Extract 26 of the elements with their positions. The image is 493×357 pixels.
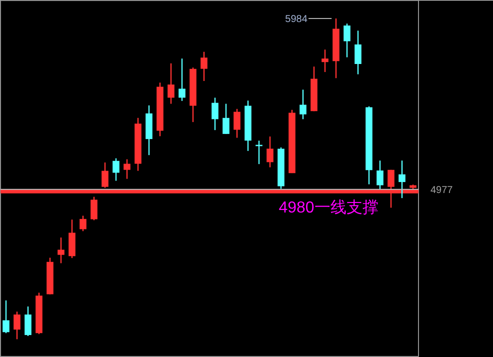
candlestick	[68, 218, 76, 259]
candlestick	[376, 160, 384, 190]
candlestick	[168, 62, 174, 104]
candlestick	[398, 160, 406, 199]
candlestick	[102, 162, 108, 188]
candlestick	[344, 22, 350, 58]
candlestick	[124, 158, 130, 180]
candlestick	[90, 196, 98, 221]
candlestick	[354, 30, 362, 75]
candlestick	[234, 108, 240, 138]
annotation: 5984	[285, 14, 308, 25]
candlestick	[178, 58, 186, 102]
candlestick	[212, 97, 218, 131]
candlestick	[322, 48, 328, 73]
candlestick	[200, 51, 208, 82]
candlestick	[14, 311, 20, 340]
candlestick	[2, 300, 10, 334]
candlestick	[222, 103, 230, 135]
candlestick	[24, 306, 32, 337]
candlestick	[300, 89, 306, 120]
annotation: 4980一线支撑	[278, 198, 378, 216]
candlestick	[112, 158, 120, 182]
candlestick	[266, 136, 274, 168]
text: 4977	[430, 184, 454, 196]
candlestick	[58, 236, 64, 264]
candlestick	[80, 215, 86, 232]
